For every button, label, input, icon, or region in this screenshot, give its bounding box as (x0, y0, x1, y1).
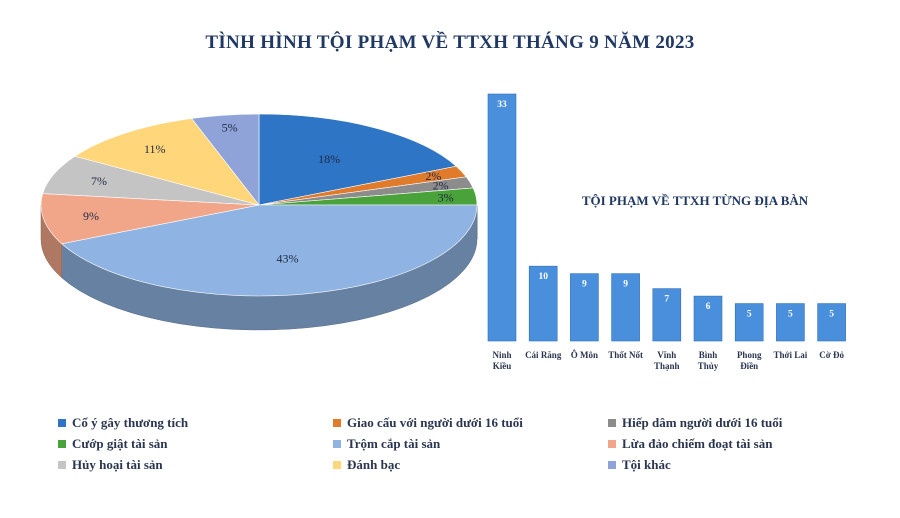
bar-category-label: Thốt Nốt (608, 350, 643, 360)
legend-swatch (333, 461, 341, 469)
pie-slice (61, 204, 478, 297)
pie-slice (258, 113, 457, 206)
pie-labels: 18%2%2%3%43%9%7%11%5% (83, 121, 454, 266)
bar-value-label: 33 (497, 100, 507, 110)
bar-value-label: 9 (623, 280, 628, 290)
pie-slice (74, 118, 260, 206)
bar-category-label: Phong (737, 350, 762, 360)
bar (487, 93, 517, 342)
legend-swatch (333, 419, 341, 427)
bar-value-label: 5 (788, 310, 793, 320)
bar-value-label: 9 (582, 280, 587, 290)
legend-swatch (58, 440, 66, 448)
legend-item: Hiếp dâm người dưới 16 tuổi (608, 414, 858, 432)
bar (693, 295, 723, 342)
legend-label: Hủy hoại tài sản (72, 457, 163, 472)
bar (528, 265, 558, 342)
bar (652, 288, 682, 342)
legend-swatch (608, 419, 616, 427)
bar-category-label: Cờ Đỏ (819, 350, 844, 360)
pie-percent-label: 5% (222, 121, 238, 135)
legend-item: Cướp giật tài sản (58, 435, 333, 453)
pie-percent-label: 2% (433, 179, 449, 193)
bar-category-label: Kiều (493, 361, 512, 371)
pie-slice (191, 113, 260, 206)
bar-value-label: 5 (829, 310, 834, 320)
legend-label: Cố ý gây thương tích (72, 415, 189, 430)
bar (611, 273, 640, 342)
chart-title: TÌNH HÌNH TỘI PHẠM VỀ TTXH THÁNG 9 NĂM 2… (205, 32, 695, 53)
legend-label: Lừa đảo chiếm đoạt tài sản (622, 436, 773, 451)
pie-percent-label: 11% (144, 142, 166, 156)
pie-legend: Cố ý gây thương tích Giao cấu với người d… (58, 414, 858, 474)
legend-swatch (58, 461, 66, 469)
legend-item: Trộm cắp tài sản (333, 435, 608, 453)
legend-item: Giao cấu với người dưới 16 tuổi (333, 414, 608, 432)
legend-swatch (608, 440, 616, 448)
pie-percent-label: 43% (277, 251, 299, 265)
bar (776, 303, 805, 342)
bar-value-label: 10 (538, 272, 548, 282)
bar-category-label: Ô Môn (571, 350, 598, 360)
legend-label: Cướp giật tài sản (72, 436, 168, 451)
bar-value-label: 5 (747, 310, 752, 320)
bar-value-label: 6 (706, 302, 711, 312)
pie-percent-label: 18% (318, 152, 340, 166)
bar (570, 273, 599, 342)
pie-percent-label: 9% (83, 209, 99, 223)
legend-item: Tội khác (608, 456, 858, 474)
bar-value-label: 7 (664, 295, 669, 305)
bar-category-label: Thạnh (654, 361, 680, 371)
bar-category-label: Điền (740, 361, 758, 371)
bar (734, 303, 764, 342)
bar-chart-title: TỘI PHẠM VỀ TTXH TỪNG ĐỊA BÀN (581, 193, 809, 208)
pie-percent-label: 2% (425, 169, 441, 183)
legend-swatch (333, 440, 341, 448)
legend-label: Trộm cắp tài sản (347, 436, 441, 451)
legend-label: Tội khác (622, 457, 671, 472)
bar-category-label: Ninh (492, 350, 511, 360)
pie-percent-label: 7% (91, 174, 107, 188)
legend-swatch (608, 461, 616, 469)
legend-label: Giao cấu với người dưới 16 tuổi (347, 415, 523, 430)
legend-item: Hủy hoại tài sản (58, 456, 333, 474)
legend-item: Đánh bạc (333, 456, 608, 474)
pie-percent-label: 3% (438, 191, 454, 205)
pie-slice (40, 193, 260, 245)
bar (817, 303, 846, 342)
legend-item: Cố ý gây thương tích (58, 414, 333, 432)
bar-category-label: Thới Lai (774, 350, 808, 360)
bar-category-label: Bình (699, 350, 718, 360)
bar-category-label: Thủy (698, 361, 719, 371)
legend-swatch (58, 419, 66, 427)
pie-tops (40, 113, 478, 297)
legend-label: Hiếp dâm người dưới 16 tuổi (622, 415, 783, 430)
bar-category-label: Cái Răng (525, 350, 562, 360)
legend-label: Đánh bạc (347, 457, 401, 472)
legend-item: Lừa đảo chiếm đoạt tài sản (608, 435, 858, 453)
bar-category-label: Vĩnh (657, 350, 676, 360)
